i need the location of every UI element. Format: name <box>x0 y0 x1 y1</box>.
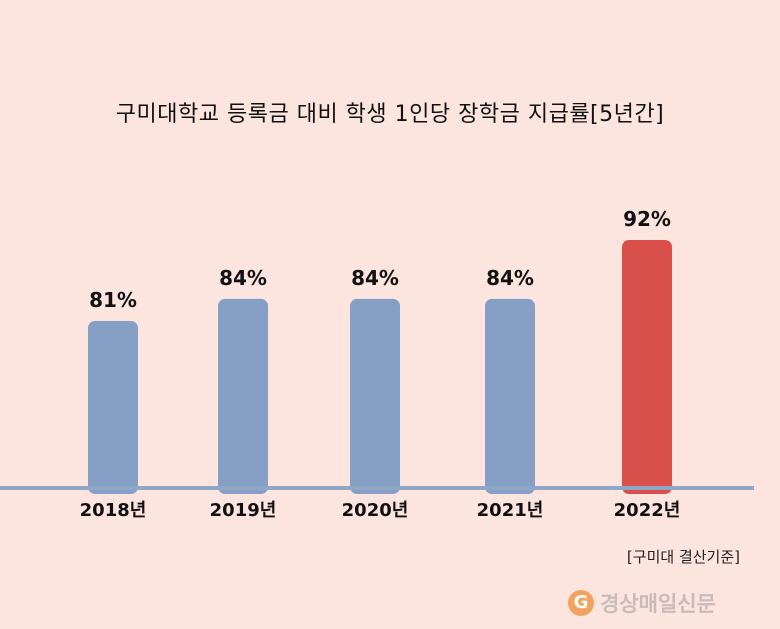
publisher-logo: G 경상매일신문 <box>568 588 716 618</box>
category-label-4: 2022년 <box>614 500 681 521</box>
chart-title: 구미대학교 등록금 대비 학생 1인당 장학금 지급률[5년간] <box>115 102 665 127</box>
bar-4 <box>622 240 672 494</box>
value-label-1: 84% <box>219 266 267 290</box>
category-label-1: 2019년 <box>210 500 277 521</box>
bar-3 <box>485 298 535 494</box>
value-label-0: 81% <box>89 288 137 312</box>
source-note: [구미대 결산기준] <box>626 548 740 566</box>
bar-1 <box>218 298 268 494</box>
value-label-2: 84% <box>351 266 399 290</box>
category-label-0: 2018년 <box>80 500 147 521</box>
logo-text: 경상매일신문 <box>600 592 716 616</box>
logo-g-icon: G <box>568 590 594 616</box>
bar-0 <box>88 321 138 494</box>
category-label-3: 2021년 <box>477 500 544 521</box>
x-axis-line <box>0 486 754 490</box>
value-label-4: 92% <box>623 207 671 231</box>
category-label-2: 2020년 <box>342 500 409 521</box>
value-label-3: 84% <box>486 266 534 290</box>
bar-2 <box>350 298 400 494</box>
